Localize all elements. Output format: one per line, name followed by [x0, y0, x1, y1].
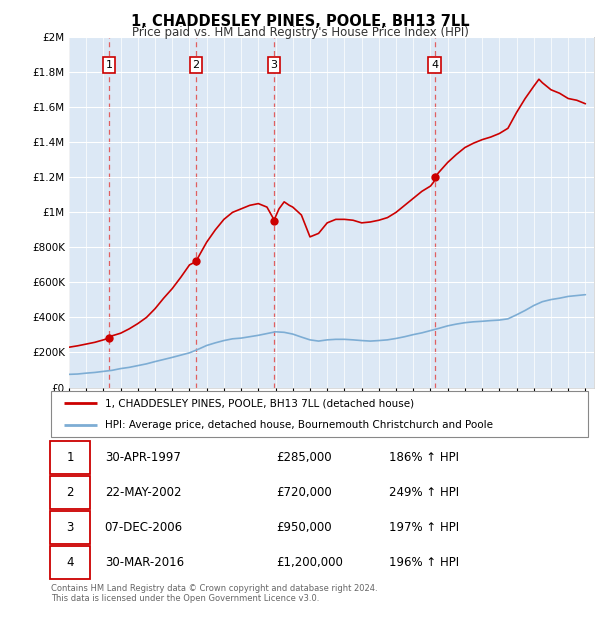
Text: 1: 1 [106, 60, 113, 70]
Text: 30-APR-1997: 30-APR-1997 [105, 451, 181, 464]
Text: 186% ↑ HPI: 186% ↑ HPI [389, 451, 460, 464]
Text: Contains HM Land Registry data © Crown copyright and database right 2024.: Contains HM Land Registry data © Crown c… [51, 584, 377, 593]
Text: 249% ↑ HPI: 249% ↑ HPI [389, 486, 460, 499]
FancyBboxPatch shape [51, 391, 588, 437]
Text: 07-DEC-2006: 07-DEC-2006 [105, 521, 183, 534]
Text: £1,200,000: £1,200,000 [277, 556, 343, 569]
Text: 1: 1 [67, 451, 74, 464]
Text: HPI: Average price, detached house, Bournemouth Christchurch and Poole: HPI: Average price, detached house, Bour… [105, 420, 493, 430]
Text: 3: 3 [271, 60, 278, 70]
Text: 22-MAY-2002: 22-MAY-2002 [105, 486, 181, 499]
FancyBboxPatch shape [50, 441, 90, 474]
Text: 4: 4 [67, 556, 74, 569]
Text: 197% ↑ HPI: 197% ↑ HPI [389, 521, 460, 534]
Text: 4: 4 [431, 60, 439, 70]
Text: £285,000: £285,000 [277, 451, 332, 464]
Text: Price paid vs. HM Land Registry's House Price Index (HPI): Price paid vs. HM Land Registry's House … [131, 26, 469, 39]
Text: This data is licensed under the Open Government Licence v3.0.: This data is licensed under the Open Gov… [51, 594, 319, 603]
FancyBboxPatch shape [50, 511, 90, 544]
Text: 2: 2 [193, 60, 200, 70]
FancyBboxPatch shape [50, 546, 90, 579]
Text: 3: 3 [67, 521, 74, 534]
Text: 1, CHADDESLEY PINES, POOLE, BH13 7LL (detached house): 1, CHADDESLEY PINES, POOLE, BH13 7LL (de… [105, 398, 414, 408]
Text: 2: 2 [67, 486, 74, 499]
Text: 196% ↑ HPI: 196% ↑ HPI [389, 556, 460, 569]
Text: £950,000: £950,000 [277, 521, 332, 534]
Text: 30-MAR-2016: 30-MAR-2016 [105, 556, 184, 569]
Text: 1, CHADDESLEY PINES, POOLE, BH13 7LL: 1, CHADDESLEY PINES, POOLE, BH13 7LL [131, 14, 469, 29]
FancyBboxPatch shape [50, 476, 90, 509]
Text: £720,000: £720,000 [277, 486, 332, 499]
